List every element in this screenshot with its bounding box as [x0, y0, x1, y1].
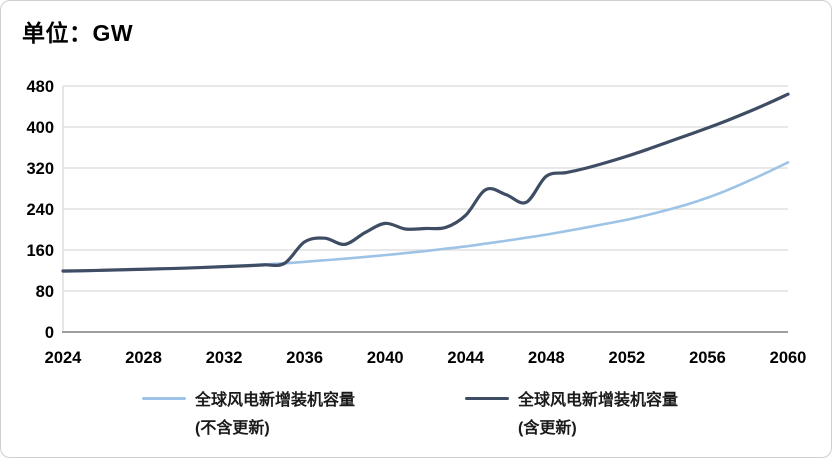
y-tick-label: 240 [26, 201, 54, 219]
series-line-excluding-renewal [61, 161, 790, 273]
legend-item-including-renewal: 全球风电新增装机容量 (含更新) [465, 387, 678, 443]
y-tick-label: 480 [26, 78, 54, 96]
legend-label-line2: (含更新) [518, 420, 577, 437]
legend-swatch-light-blue [142, 397, 186, 400]
legend-swatch-dark-blue [465, 397, 509, 400]
legend-label-line1: 全球风电新增装机容量 [518, 392, 679, 409]
x-tick-label: 2044 [447, 349, 485, 367]
x-tick-label: 2028 [125, 349, 162, 367]
y-tick-label: 400 [26, 119, 54, 137]
x-tick-label: 2032 [206, 349, 243, 367]
x-tick-label: 2056 [689, 349, 726, 367]
x-tick-label: 2040 [367, 349, 404, 367]
legend: 全球风电新增装机容量 (不含更新) 全球风电新增装机容量 (含更新) [1, 387, 831, 451]
y-tick-label: 80 [36, 283, 54, 301]
y-tick-label: 320 [26, 160, 54, 178]
legend-item-excluding-renewal: 全球风电新增装机容量 (不含更新) [142, 387, 355, 443]
chart-unit-title: 单位：GW [22, 20, 134, 46]
x-tick-label: 2024 [45, 349, 83, 367]
legend-label-line1: 全球风电新增装机容量 [195, 392, 356, 409]
x-tick-label: 2052 [609, 349, 646, 367]
y-tick-label: 0 [45, 324, 54, 342]
x-tick-label: 2036 [286, 349, 323, 367]
series-line-including-renewal [61, 92, 790, 273]
y-tick-label: 160 [26, 242, 54, 260]
legend-label-line2: (不含更新) [195, 420, 270, 437]
x-tick-label: 2060 [770, 349, 807, 367]
x-tick-label: 2048 [528, 349, 565, 367]
